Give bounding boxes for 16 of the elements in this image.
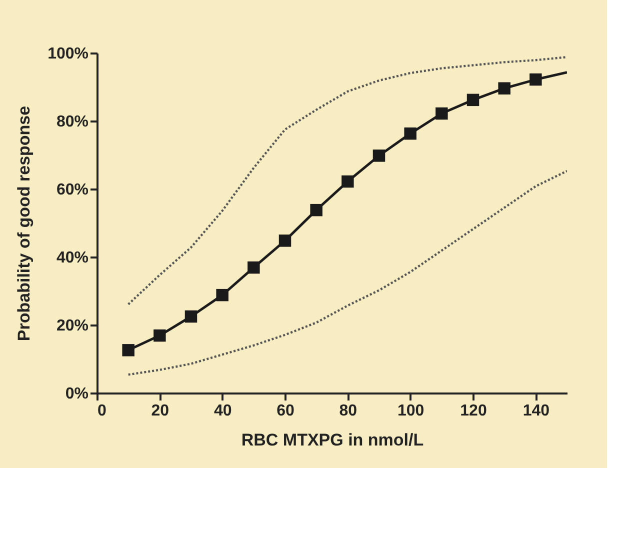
- x-tick-label: 20: [151, 402, 170, 420]
- x-tick-label: 100: [397, 402, 424, 420]
- y-tick-label: 100%: [48, 46, 88, 62]
- y-tick-label: 60%: [56, 182, 88, 198]
- y-axis-title: Probability of good response: [14, 106, 34, 342]
- x-axis-title: RBC MTXPG in nmol/L: [241, 430, 424, 450]
- y-tick-label: 40%: [56, 250, 88, 266]
- y-tick-label: 0%: [65, 386, 88, 402]
- x-tick-label: 80: [339, 402, 358, 420]
- x-tick-label: 140: [522, 402, 550, 420]
- x-tick-label: 60: [276, 402, 294, 420]
- x-tick-label: 0: [98, 402, 106, 420]
- y-tick-label: 80%: [56, 114, 88, 130]
- x-tick-label: 40: [214, 402, 232, 420]
- y-tick-label: 20%: [56, 318, 88, 334]
- x-tick-label: 120: [460, 402, 487, 420]
